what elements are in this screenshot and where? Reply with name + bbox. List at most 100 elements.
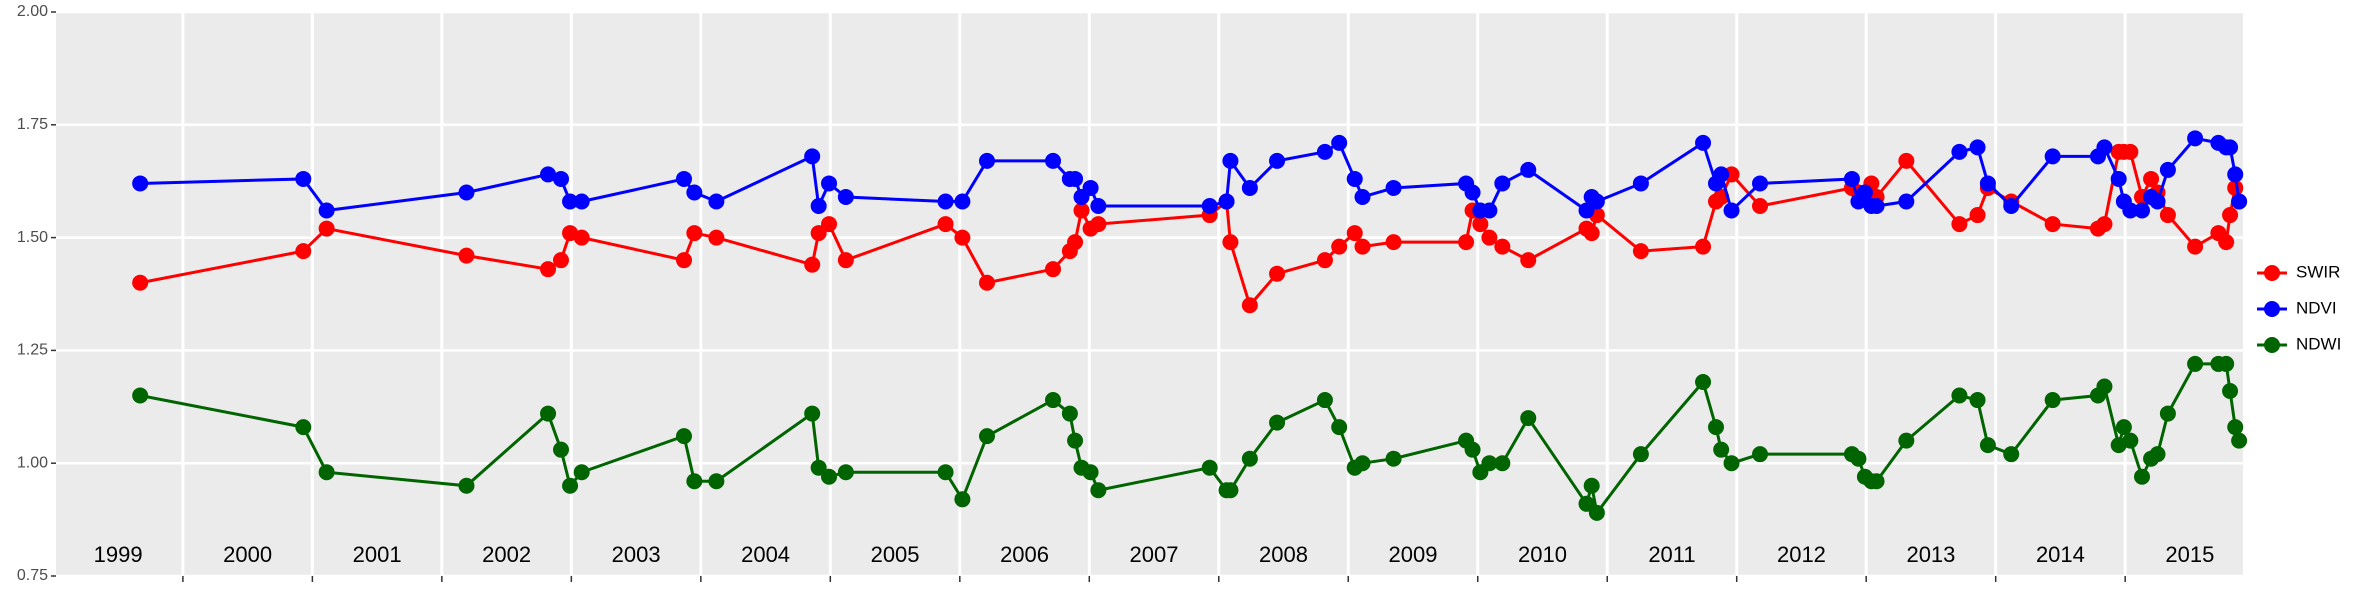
data-point xyxy=(1583,225,1600,242)
data-point xyxy=(1331,238,1348,255)
data-point xyxy=(708,193,725,210)
data-point xyxy=(1494,238,1511,255)
data-point xyxy=(1481,229,1498,246)
data-point xyxy=(676,428,693,445)
plot-panel xyxy=(56,12,2243,576)
data-point xyxy=(2096,216,2113,233)
data-point xyxy=(1464,441,1481,458)
data-point xyxy=(1481,455,1498,472)
data-point xyxy=(1583,477,1600,494)
data-point xyxy=(821,175,838,192)
data-point xyxy=(810,459,827,476)
data-point xyxy=(1843,170,1860,187)
data-point xyxy=(2115,419,2132,436)
data-point xyxy=(2122,143,2139,160)
data-point xyxy=(573,193,590,210)
data-point xyxy=(1588,504,1605,521)
data-point xyxy=(2218,355,2235,372)
data-point xyxy=(2122,202,2139,219)
data-point xyxy=(2003,446,2020,463)
year-label: 2003 xyxy=(612,542,661,567)
year-label: 2002 xyxy=(482,542,531,567)
data-point xyxy=(1067,234,1084,251)
legend-key xyxy=(2264,265,2280,281)
data-point xyxy=(1969,139,1986,156)
data-point xyxy=(1481,202,1498,219)
data-point xyxy=(1218,193,1235,210)
data-point xyxy=(2227,419,2244,436)
data-point xyxy=(1494,175,1511,192)
year-label: 2014 xyxy=(2036,542,2085,567)
data-point xyxy=(2222,207,2239,224)
data-point xyxy=(1090,198,1107,215)
data-point xyxy=(2096,378,2113,395)
data-point xyxy=(1520,252,1537,269)
data-point xyxy=(540,261,557,278)
data-point xyxy=(2187,355,2204,372)
data-point xyxy=(1067,432,1084,449)
data-point xyxy=(1979,175,1996,192)
data-point xyxy=(1201,198,1218,215)
data-point xyxy=(1073,202,1090,219)
data-point xyxy=(1045,152,1062,169)
data-point xyxy=(1045,261,1062,278)
y-tick-label: 1.00 xyxy=(17,454,48,471)
data-point xyxy=(1951,216,1968,233)
data-point xyxy=(1241,450,1258,467)
data-point xyxy=(2003,198,2020,215)
data-point xyxy=(804,148,821,165)
data-point xyxy=(1951,143,1968,160)
data-point xyxy=(2187,130,2204,147)
data-point xyxy=(2222,383,2239,400)
data-point xyxy=(1695,134,1712,151)
data-point xyxy=(978,152,995,169)
data-point xyxy=(1632,243,1649,260)
data-point xyxy=(1316,392,1333,409)
data-point xyxy=(1632,175,1649,192)
data-point xyxy=(1856,184,1873,201)
data-point xyxy=(686,184,703,201)
data-point xyxy=(458,247,475,264)
data-point xyxy=(954,229,971,246)
data-point xyxy=(132,387,149,404)
year-label: 2013 xyxy=(1906,542,1955,567)
data-point xyxy=(708,229,725,246)
data-point xyxy=(1354,455,1371,472)
data-point xyxy=(1713,166,1730,183)
data-point xyxy=(2218,234,2235,251)
data-point xyxy=(2143,170,2160,187)
data-point xyxy=(1588,193,1605,210)
year-label: 2001 xyxy=(353,542,402,567)
data-point xyxy=(2187,238,2204,255)
data-point xyxy=(1222,482,1239,499)
data-point xyxy=(1707,419,1724,436)
data-point xyxy=(804,256,821,273)
data-point xyxy=(2159,161,2176,178)
data-point xyxy=(2227,166,2244,183)
data-point xyxy=(1979,437,1996,454)
data-point xyxy=(937,464,954,481)
data-point xyxy=(2044,216,2061,233)
data-point xyxy=(1201,459,1218,476)
data-point xyxy=(1520,410,1537,427)
data-point xyxy=(1472,216,1489,233)
year-label: 2007 xyxy=(1130,542,1179,567)
data-point xyxy=(1269,152,1286,169)
data-point xyxy=(295,419,312,436)
data-point xyxy=(132,175,149,192)
data-point xyxy=(2110,170,2127,187)
y-tick-label: 1.75 xyxy=(17,116,48,133)
data-point xyxy=(1723,455,1740,472)
data-point xyxy=(1850,450,1867,467)
y-tick-label: 2.00 xyxy=(17,3,48,20)
data-point xyxy=(1316,143,1333,160)
data-point xyxy=(1385,450,1402,467)
data-point xyxy=(2149,446,2166,463)
data-point xyxy=(804,405,821,422)
data-point xyxy=(1458,234,1475,251)
data-point xyxy=(562,193,579,210)
legend-label: SWIR xyxy=(2296,262,2340,281)
data-point xyxy=(2134,468,2151,485)
legend-label: NDWI xyxy=(2296,334,2341,353)
